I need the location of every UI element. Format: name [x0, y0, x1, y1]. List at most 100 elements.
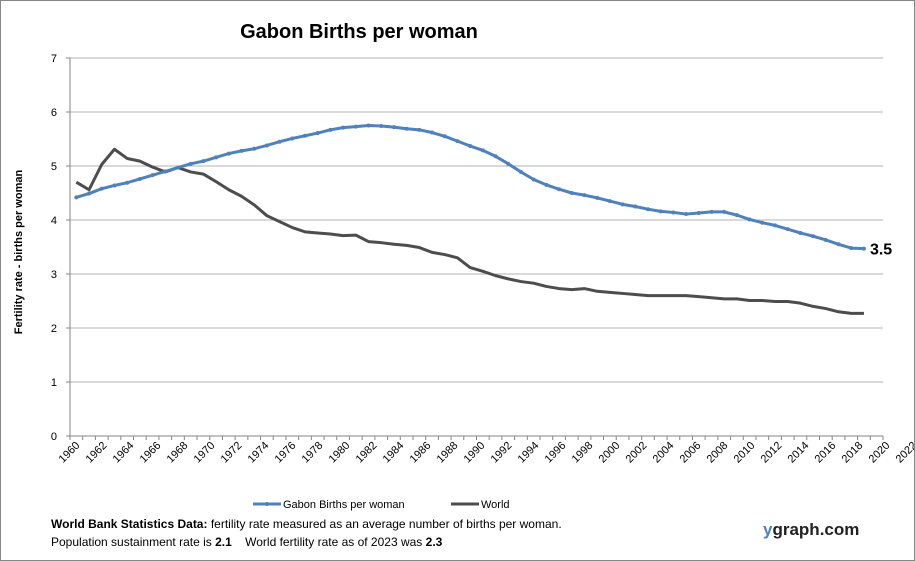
footer-sustain-label: Population sustainment rate is	[51, 535, 216, 549]
chart-title: Gabon Births per woman	[240, 21, 478, 43]
data-point	[150, 173, 155, 178]
data-point	[620, 202, 625, 207]
x-tick-label: 2022	[894, 440, 914, 466]
data-point	[163, 169, 168, 174]
x-tick-label: 2000	[597, 440, 623, 466]
data-point	[607, 199, 612, 204]
x-tick-label: 1966	[138, 440, 164, 466]
x-tick-label: 1968	[165, 440, 191, 466]
y-tick-label: 5	[51, 161, 57, 173]
data-point	[506, 161, 511, 166]
footer-line-1: World Bank Statistics Data: fertility ra…	[51, 517, 562, 531]
data-point	[430, 130, 435, 135]
data-point	[112, 183, 117, 188]
x-tick-label: 1996	[543, 440, 569, 466]
x-tick-label: 2014	[786, 440, 812, 466]
x-tick-label: 2018	[840, 440, 866, 466]
data-point	[404, 126, 409, 131]
data-point	[798, 230, 803, 235]
data-point	[493, 154, 498, 159]
y-tick-label: 1	[51, 377, 57, 389]
data-point	[836, 242, 841, 247]
x-tick-label: 1964	[111, 440, 137, 466]
data-point	[455, 139, 460, 144]
y-tick-label: 7	[51, 53, 57, 65]
data-point	[582, 193, 587, 198]
x-tick-label: 1988	[435, 440, 461, 466]
x-tick-label: 1962	[84, 440, 110, 466]
data-point	[175, 165, 180, 170]
x-tick-label: 2020	[867, 440, 893, 466]
data-point	[391, 125, 396, 130]
data-point	[417, 127, 422, 132]
x-tick-label: 1992	[489, 440, 515, 466]
data-point	[773, 223, 778, 228]
legend-label: Gabon Births per woman	[283, 499, 405, 511]
data-point	[747, 217, 752, 222]
data-point	[633, 204, 638, 209]
data-point	[290, 136, 295, 141]
data-point	[226, 151, 231, 156]
data-point	[595, 195, 600, 200]
x-tick-label: 2010	[732, 440, 758, 466]
data-point	[518, 169, 523, 174]
data-point	[125, 180, 130, 185]
y-tick-label: 2	[51, 323, 57, 335]
footer-sustain-value: 2.1	[215, 535, 232, 549]
x-tick-label: 1972	[219, 440, 245, 466]
y-tick-label: 3	[51, 269, 57, 281]
data-point	[569, 191, 574, 195]
data-point	[99, 186, 104, 191]
data-point	[722, 209, 727, 214]
series-line-gabon-births-per-woman	[75, 124, 865, 251]
data-point	[734, 213, 739, 218]
data-point	[328, 127, 333, 132]
brand-logo: ygraph.com	[763, 520, 860, 539]
data-point	[303, 133, 308, 138]
data-point	[557, 187, 562, 192]
x-tick-label: 1994	[516, 440, 542, 466]
x-tick-label: 1970	[192, 440, 218, 466]
footer-line-2: Population sustainment rate is 2.1 World…	[51, 535, 442, 549]
data-point	[785, 227, 790, 232]
data-point	[137, 176, 142, 181]
end-value-label: 3.5	[870, 242, 892, 259]
data-point	[442, 134, 447, 139]
data-point	[480, 148, 485, 153]
x-tick-label: 1974	[246, 440, 272, 466]
data-point	[849, 246, 854, 251]
y-tick-label: 6	[51, 107, 57, 119]
x-tick-label: 2016	[813, 440, 839, 466]
data-point	[239, 148, 244, 153]
footer-world-value: 2.3	[425, 535, 443, 549]
legend-marker	[265, 502, 269, 506]
data-point	[531, 177, 536, 182]
legend-label: World	[481, 499, 510, 511]
data-point	[366, 123, 371, 128]
data-point	[353, 124, 358, 129]
data-point	[468, 144, 473, 149]
x-tick-label: 2006	[678, 440, 704, 466]
x-tick-label: 2002	[624, 440, 650, 466]
x-tick-label: 2008	[705, 440, 731, 466]
data-point	[544, 182, 549, 187]
footer-world-label: World fertility rate as of 2023 was	[231, 535, 426, 549]
data-point	[214, 155, 219, 160]
data-point	[277, 139, 282, 144]
data-point	[709, 209, 714, 214]
data-point	[87, 191, 92, 196]
x-tick-label: 1990	[462, 440, 488, 466]
footer-source: World Bank Statistics Data:	[51, 517, 208, 531]
y-tick-label: 0	[51, 431, 57, 443]
footer-description: fertility rate measured as an average nu…	[207, 517, 562, 531]
data-point	[264, 143, 269, 148]
data-point	[341, 125, 346, 130]
x-tick-label: 1980	[327, 440, 353, 466]
x-tick-label: 2012	[759, 440, 785, 466]
x-tick-label: 1998	[570, 440, 596, 466]
data-point	[252, 146, 257, 151]
data-point	[74, 195, 79, 200]
x-tick-label: 1986	[408, 440, 434, 466]
